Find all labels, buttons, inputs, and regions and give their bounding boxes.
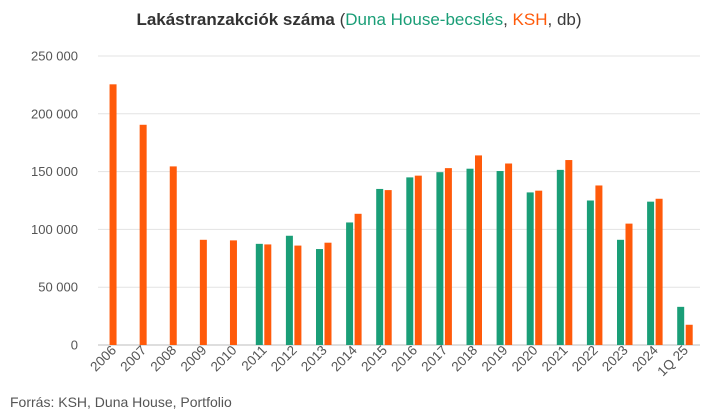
title-series2: KSH bbox=[512, 10, 548, 29]
x-axis: 2006200720082009201020112012201320142015… bbox=[87, 342, 691, 379]
x-tick-label: 2015 bbox=[358, 343, 390, 375]
x-tick-label: 2006 bbox=[87, 343, 119, 375]
title-sep2: , db) bbox=[547, 10, 582, 29]
bar-ksh-10 bbox=[414, 175, 422, 345]
x-tick-label: 2013 bbox=[298, 343, 330, 375]
x-tick-label: 2008 bbox=[148, 343, 180, 375]
x-tick-label: 2019 bbox=[479, 343, 511, 375]
bars bbox=[109, 84, 693, 346]
x-tick-label: 2018 bbox=[449, 343, 481, 375]
bar-duna-house-12 bbox=[466, 168, 474, 345]
bar-ksh-16 bbox=[595, 185, 603, 345]
bar-duna-house-19 bbox=[677, 306, 685, 345]
x-tick-label: 2007 bbox=[117, 343, 149, 375]
bar-ksh-4 bbox=[229, 240, 237, 345]
bar-duna-house-16 bbox=[586, 200, 594, 345]
bar-ksh-8 bbox=[354, 213, 362, 345]
bar-ksh-13 bbox=[505, 163, 513, 345]
bar-ksh-19 bbox=[685, 324, 693, 345]
bar-ksh-0 bbox=[109, 84, 117, 346]
gridlines bbox=[98, 55, 700, 346]
bar-duna-house-9 bbox=[376, 188, 384, 345]
source-note: Forrás: KSH, Duna House, Portfolio bbox=[10, 394, 232, 410]
bar-duna-house-17 bbox=[617, 239, 624, 345]
x-tick-label: 2009 bbox=[178, 343, 210, 375]
bar-ksh-12 bbox=[475, 155, 482, 345]
bar-ksh-7 bbox=[324, 242, 332, 345]
bar-duna-house-14 bbox=[526, 192, 534, 345]
bar-duna-house-7 bbox=[316, 249, 323, 345]
bar-duna-house-18 bbox=[647, 201, 655, 345]
bar-ksh-17 bbox=[625, 223, 633, 345]
bar-ksh-14 bbox=[535, 190, 543, 345]
x-tick-label: 1Q 25 bbox=[654, 343, 691, 380]
bar-duna-house-5 bbox=[255, 243, 263, 345]
bar-ksh-5 bbox=[264, 244, 272, 345]
bar-duna-house-15 bbox=[556, 169, 564, 345]
bar-duna-house-13 bbox=[496, 171, 504, 345]
x-tick-label: 2020 bbox=[509, 343, 541, 375]
y-axis: 0 50 000 100 000 150 000 200 000 250 000 bbox=[31, 49, 78, 353]
bar-ksh-3 bbox=[199, 239, 207, 345]
bar-ksh-15 bbox=[565, 160, 573, 345]
x-tick-label: 2017 bbox=[418, 343, 450, 375]
bar-duna-house-10 bbox=[406, 177, 414, 345]
x-tick-label: 2016 bbox=[388, 343, 420, 375]
y-tick-label: 0 bbox=[71, 338, 78, 353]
bar-duna-house-11 bbox=[436, 172, 444, 345]
bar-ksh-9 bbox=[384, 190, 392, 345]
x-tick-label: 2010 bbox=[208, 343, 240, 375]
bar-duna-house-6 bbox=[285, 235, 293, 345]
y-tick-label: 50 000 bbox=[38, 280, 78, 295]
y-tick-label: 100 000 bbox=[31, 222, 78, 237]
bar-ksh-11 bbox=[444, 168, 452, 345]
x-tick-label: 2011 bbox=[239, 343, 270, 374]
x-tick-label: 2023 bbox=[599, 343, 631, 375]
bar-ksh-1 bbox=[139, 124, 147, 345]
title-sep1: , bbox=[503, 10, 513, 29]
bar-ksh-2 bbox=[169, 166, 177, 345]
chart-title: Lakástranzakciók száma (Duna House-becsl… bbox=[0, 10, 718, 30]
y-tick-label: 250 000 bbox=[31, 49, 78, 64]
x-tick-label: 2022 bbox=[569, 343, 601, 375]
x-tick-label: 2014 bbox=[328, 342, 360, 374]
x-tick-label: 2021 bbox=[539, 343, 571, 375]
y-tick-label: 200 000 bbox=[31, 106, 78, 121]
x-tick-label: 2012 bbox=[268, 343, 300, 375]
title-main: Lakástranzakciók száma bbox=[136, 10, 335, 29]
title-open: ( bbox=[334, 10, 346, 29]
bar-ksh-6 bbox=[294, 245, 302, 345]
bar-duna-house-8 bbox=[346, 222, 354, 345]
title-series1: Duna House-becslés bbox=[345, 10, 504, 29]
y-tick-label: 150 000 bbox=[31, 164, 78, 179]
bar-ksh-18 bbox=[655, 198, 663, 345]
